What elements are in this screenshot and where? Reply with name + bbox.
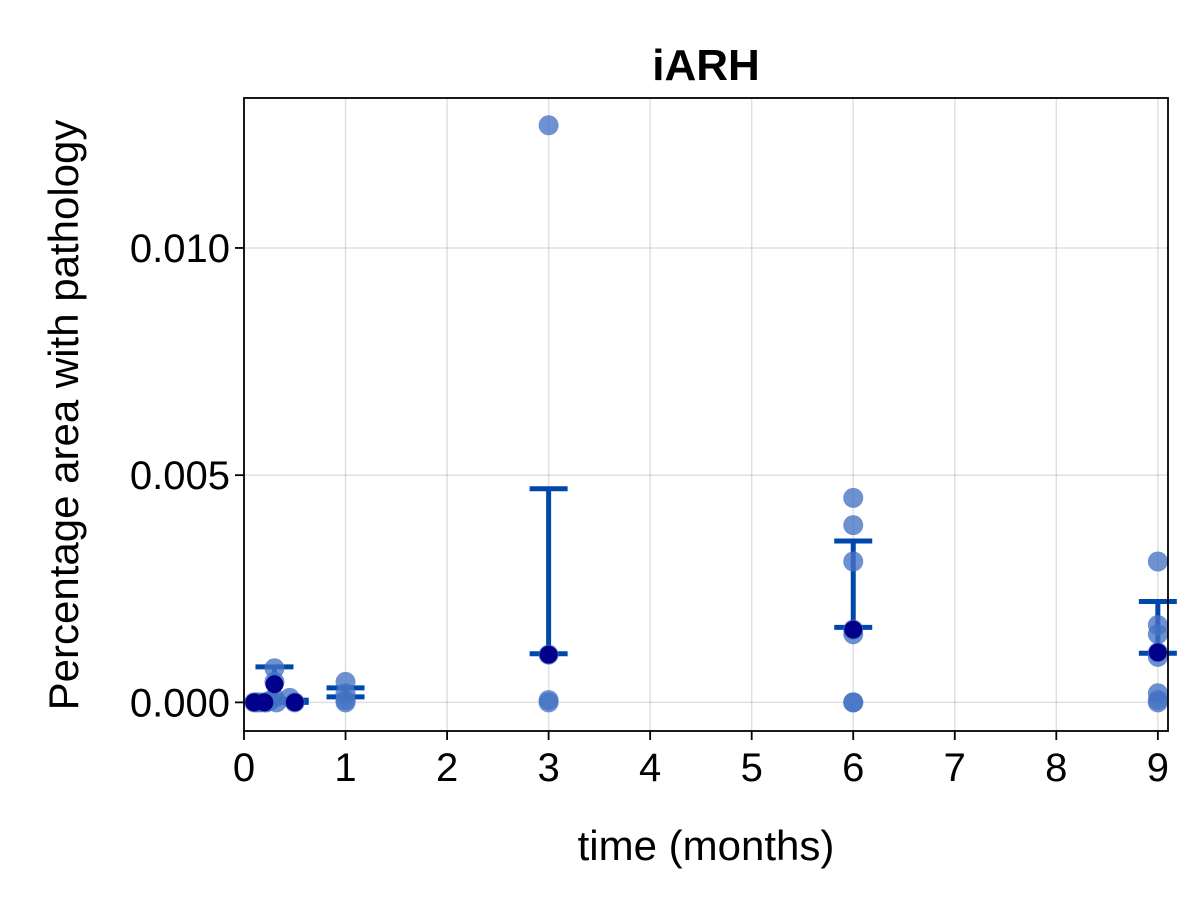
mean-point <box>255 693 274 712</box>
x-tick-label: 8 <box>1045 746 1067 790</box>
x-tick-label: 5 <box>741 746 763 790</box>
mean-point <box>265 675 284 694</box>
plot-frame <box>243 97 1169 732</box>
x-tick-label: 2 <box>436 746 458 790</box>
data-point <box>843 551 864 572</box>
chart-title: iARH <box>652 41 760 90</box>
y-axis-ticks: 0.000 0.005 0.010 <box>130 227 244 725</box>
y-tick-label: 0.005 <box>130 454 230 498</box>
x-tick-label: 7 <box>944 746 966 790</box>
data-point <box>538 692 559 713</box>
x-tick-label: 0 <box>233 746 255 790</box>
x-tick-label: 3 <box>537 746 559 790</box>
data-point <box>843 487 864 508</box>
mean-point <box>1148 643 1167 662</box>
y-tick-label: 0.010 <box>130 227 230 271</box>
errorbar-layer <box>255 486 1177 705</box>
x-tick-label: 9 <box>1147 746 1169 790</box>
data-point <box>538 115 559 136</box>
data-point <box>1147 624 1168 645</box>
x-axis-ticks: 0 1 2 3 4 5 6 7 8 9 <box>233 731 1169 790</box>
data-point <box>843 692 864 713</box>
x-tick-label: 6 <box>842 746 864 790</box>
x-tick-label: 1 <box>334 746 356 790</box>
mean-point <box>539 645 558 664</box>
x-axis-label: time (months) <box>578 822 835 869</box>
data-point <box>843 515 864 536</box>
mean-point-layer <box>245 620 1167 712</box>
data-point-layer <box>244 115 1168 713</box>
grid-layer <box>243 98 1168 731</box>
x-tick-label: 4 <box>639 746 661 790</box>
mean-point <box>285 693 304 712</box>
mean-point <box>844 620 863 639</box>
data-point <box>335 692 356 713</box>
data-point <box>1147 692 1168 713</box>
y-axis-label: Percentage area with pathology <box>40 120 87 711</box>
errorbar <box>529 486 568 657</box>
y-tick-label: 0.000 <box>130 681 230 725</box>
data-point <box>1147 551 1168 572</box>
